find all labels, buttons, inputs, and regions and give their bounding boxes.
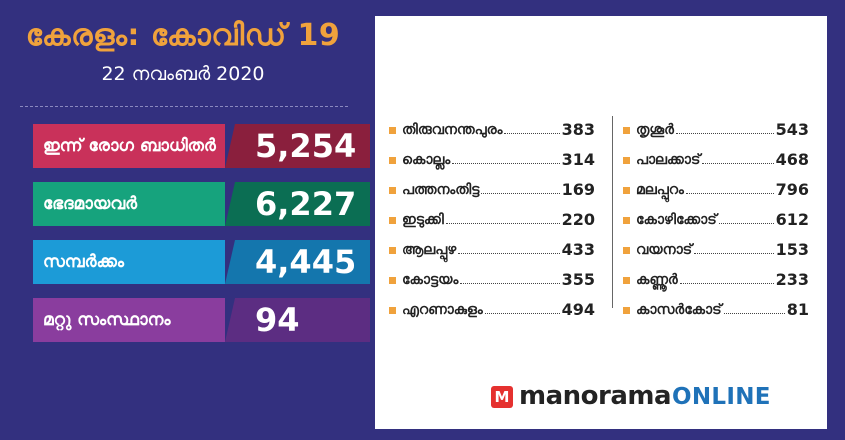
- bullet-square-icon: [389, 247, 396, 254]
- stat-value: 6,227: [225, 182, 370, 226]
- district-column-right: തൃശൂർ 543 പാലക്കാട് 468 മലപ്പുറം 796 കോഴിക്കോട…: [623, 112, 809, 322]
- bullet-square-icon: [389, 127, 396, 134]
- dot-leader: [484, 313, 560, 314]
- district-count: 433: [561, 240, 595, 259]
- column-separator: [612, 116, 613, 308]
- dot-leader: [481, 193, 560, 194]
- dot-leader: [702, 163, 774, 164]
- dot-leader: [445, 223, 560, 224]
- bullet-square-icon: [623, 247, 630, 254]
- stat-label: ഭേദമായവർ: [33, 182, 225, 226]
- dot-leader: [679, 283, 774, 284]
- date: 22 നവംബർ 2020: [101, 63, 265, 85]
- divider: [20, 106, 348, 107]
- district-name: തിരുവനന്തപുരം: [402, 122, 503, 138]
- bullet-square-icon: [389, 157, 396, 164]
- district-row: മലപ്പുറം 796: [623, 172, 809, 202]
- dot-leader: [458, 253, 560, 254]
- district-count: 468: [775, 150, 809, 169]
- district-row: ആലപ്പുഴ 433: [389, 232, 595, 262]
- brand-name: manorama: [519, 381, 672, 411]
- dot-leader: [723, 313, 785, 314]
- district-row: കോട്ടയം 355: [389, 262, 595, 292]
- bullet-square-icon: [389, 187, 396, 194]
- dot-leader: [452, 163, 560, 164]
- stat-label: സമ്പർക്കം: [33, 240, 225, 284]
- stat-label: ഇന്ന് രോഗ ബാധിതർ: [33, 124, 225, 168]
- bullet-square-icon: [623, 127, 630, 134]
- bullet-square-icon: [389, 277, 396, 284]
- bullet-square-icon: [623, 307, 630, 314]
- district-count: 81: [786, 300, 809, 319]
- district-name: കോട്ടയം: [402, 272, 459, 288]
- district-row: തൃശൂർ 543: [623, 112, 809, 142]
- dot-leader: [685, 193, 774, 194]
- district-name: തൃശൂർ: [636, 122, 674, 138]
- title: കേരളം: കോവിഡ് 19: [25, 18, 341, 53]
- district-count: 796: [775, 180, 809, 199]
- dot-leader: [675, 133, 774, 134]
- district-row: കണ്ണൂർ 233: [623, 262, 809, 292]
- district-panel: തിരുവനന്തപുരം 383 കൊല്ലം 314 പത്തനംതിട്ട 169 ഇ…: [375, 16, 827, 429]
- district-count: 314: [561, 150, 595, 169]
- district-name: മലപ്പുറം: [636, 182, 684, 198]
- district-row: കൊല്ലം 314: [389, 142, 595, 172]
- district-row: പാലക്കാട് 468: [623, 142, 809, 172]
- district-name: കൊല്ലം: [402, 152, 451, 168]
- district-name: ആലപ്പുഴ: [402, 242, 457, 258]
- stat-value: 5,254: [225, 124, 370, 168]
- district-name: പാലക്കാട്: [636, 152, 701, 168]
- district-row: കാസർകോട് 81: [623, 292, 809, 322]
- bullet-square-icon: [389, 217, 396, 224]
- district-count: 355: [561, 270, 595, 289]
- district-row: ഇടുക്കി 220: [389, 202, 595, 232]
- district-column-left: തിരുവനന്തപുരം 383 കൊല്ലം 314 പത്തനംതിട്ട 169 ഇ…: [389, 112, 595, 322]
- district-name: കോഴിക്കോട്: [636, 212, 717, 228]
- district-row: പത്തനംതിട്ട 169: [389, 172, 595, 202]
- district-row: എറണാകുളം 494: [389, 292, 595, 322]
- district-row: കോഴിക്കോട് 612: [623, 202, 809, 232]
- brand-suffix: ONLINE: [672, 384, 771, 410]
- logo-mark-icon: M: [491, 386, 513, 408]
- district-name: പത്തനംതിട്ട: [402, 182, 480, 198]
- district-row: തിരുവനന്തപുരം 383: [389, 112, 595, 142]
- bullet-square-icon: [623, 157, 630, 164]
- district-count: 169: [561, 180, 595, 199]
- bullet-square-icon: [623, 217, 630, 224]
- district-count: 612: [775, 210, 809, 229]
- dot-leader: [460, 283, 560, 284]
- stat-value: 4,445: [225, 240, 370, 284]
- dot-leader: [504, 133, 560, 134]
- district-name: ഇടുക്കി: [402, 212, 444, 228]
- district-name: കണ്ണൂർ: [636, 272, 678, 288]
- bullet-square-icon: [623, 187, 630, 194]
- dot-leader: [694, 253, 774, 254]
- district-row: വയനാട് 153: [623, 232, 809, 262]
- bullet-square-icon: [623, 277, 630, 284]
- district-count: 383: [561, 120, 595, 139]
- district-count: 494: [561, 300, 595, 319]
- district-count: 153: [775, 240, 809, 259]
- district-name: വയനാട്: [636, 242, 693, 258]
- district-count: 220: [561, 210, 595, 229]
- dot-leader: [718, 223, 774, 224]
- district-name: എറണാകുളം: [402, 302, 483, 318]
- district-name: കാസർകോട്: [636, 302, 722, 318]
- district-count: 543: [775, 120, 809, 139]
- bullet-square-icon: [389, 307, 396, 314]
- stat-value: 94: [225, 298, 370, 342]
- stat-label: മറ്റു സംസ്ഥാനം: [33, 298, 225, 342]
- district-count: 233: [775, 270, 809, 289]
